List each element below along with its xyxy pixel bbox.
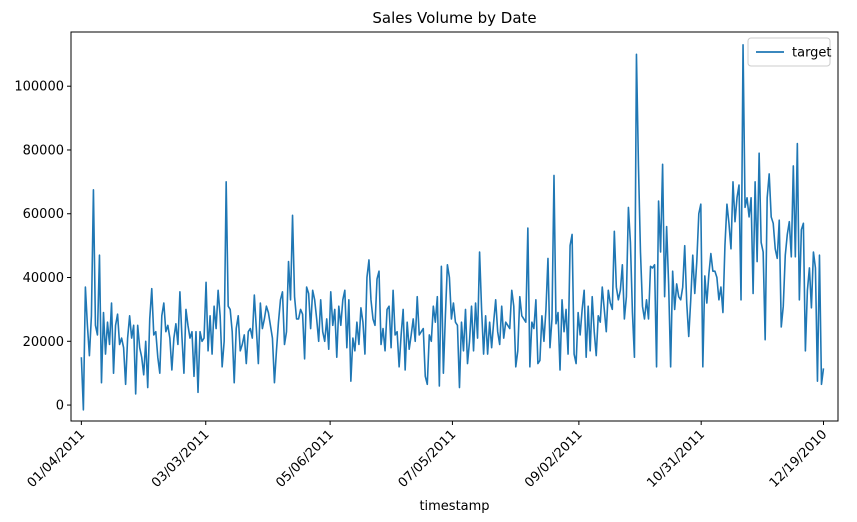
plot-frame <box>70 31 839 422</box>
x-tick-label: 12/19/2010 <box>767 427 831 491</box>
x-tick-label: 03/03/2011 <box>149 427 213 491</box>
x-axis-title: timestamp <box>419 499 489 514</box>
chart-title: Sales Volume by Date <box>372 9 536 27</box>
series-line-target <box>80 43 825 411</box>
x-axis: 01/04/2011 03/03/2011 05/06/2011 07/05/2011… <box>25 421 831 491</box>
y-tick-label: 40000 <box>23 271 64 286</box>
x-tick-label: 10/31/2011 <box>644 427 708 491</box>
x-tick-label: 07/05/2011 <box>396 427 460 491</box>
x-tick-label: 05/06/2011 <box>273 427 337 491</box>
y-tick-label: 0 <box>56 399 64 414</box>
x-tick-label: 01/04/2011 <box>25 427 89 491</box>
legend: target <box>747 37 832 67</box>
y-axis: 0 20000 40000 60000 80000 100000 <box>14 80 71 414</box>
y-tick-label: 100000 <box>14 80 64 95</box>
y-tick-label: 60000 <box>23 207 64 222</box>
x-tick-label: 09/02/2011 <box>522 427 586 491</box>
legend-label: target <box>792 46 832 61</box>
y-tick-label: 80000 <box>23 143 64 158</box>
y-tick-label: 20000 <box>23 335 64 350</box>
legend-box <box>747 37 831 67</box>
